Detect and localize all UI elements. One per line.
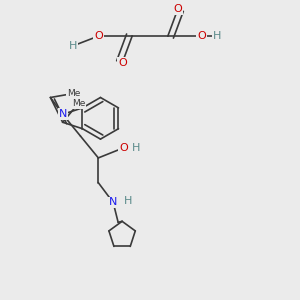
Text: H: H (68, 41, 77, 51)
Text: O: O (119, 143, 128, 153)
Text: H: H (213, 31, 222, 41)
Text: O: O (173, 4, 182, 14)
Text: O: O (197, 31, 206, 41)
Text: Me: Me (67, 89, 81, 98)
Text: N: N (109, 197, 117, 208)
Text: O: O (118, 58, 127, 68)
Text: Me: Me (72, 99, 85, 108)
Text: H: H (124, 196, 132, 206)
Text: H: H (132, 143, 140, 153)
Text: N: N (58, 109, 67, 119)
Text: O: O (94, 31, 103, 41)
